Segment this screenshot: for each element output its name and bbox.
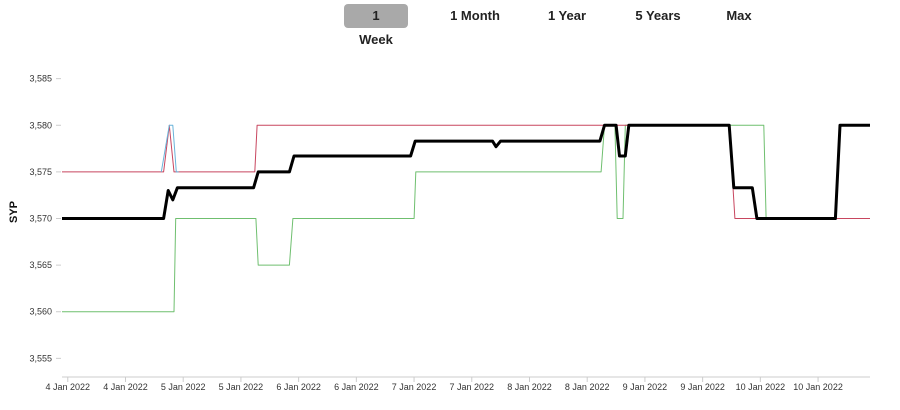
y-tick-label: 3,575 [29,167,52,177]
y-tick-label: 3,580 [29,120,52,130]
axis-layer: 3,555 3,560 3,565 3,570 3,575 3,580 3,585 4 Jan… [29,74,870,392]
x-tick-label: 8 Jan 2022 [507,382,552,392]
x-tick-label: 9 Jan 2022 [680,382,725,392]
x-tick-label: 7 Jan 2022 [449,382,494,392]
x-tick-label: 4 Jan 2022 [45,382,90,392]
x-tick-label: 5 Jan 2022 [161,382,206,392]
x-tick-label: 10 Jan 2022 [736,382,786,392]
x-tick-label: 10 Jan 2022 [793,382,843,392]
x-tick-label: 8 Jan 2022 [565,382,610,392]
y-axis-title: SYP [8,201,20,223]
y-tick-label: 3,585 [29,74,52,84]
range-tab-1-month[interactable]: 1 Month [450,8,500,23]
series-line-alt [160,124,179,173]
y-tick-label: 3,560 [29,307,52,317]
x-tick-label: 4 Jan 2022 [103,382,148,392]
x-tick-label: 6 Jan 2022 [276,382,321,392]
x-tick-label: 5 Jan 2022 [219,382,264,392]
x-tick-label: 6 Jan 2022 [334,382,379,392]
range-selector: 1 Week 1 Month 1 Year 5 Years Max [344,4,764,47]
x-tick-label: 7 Jan 2022 [392,382,437,392]
series-line-average [62,123,870,220]
series-layer [62,123,870,313]
y-tick-label: 3,570 [29,214,52,224]
y-tick-label: 3,555 [29,353,52,363]
range-tab-max[interactable]: Max [726,8,752,23]
x-tick-label: 9 Jan 2022 [623,382,668,392]
range-tab-5-years[interactable]: 5 Years [635,8,681,23]
range-tab-1-year[interactable]: 1 Year [547,8,587,23]
y-tick-label: 3,565 [29,260,52,270]
range-tab-1-week[interactable]: 1 Week [344,4,408,47]
